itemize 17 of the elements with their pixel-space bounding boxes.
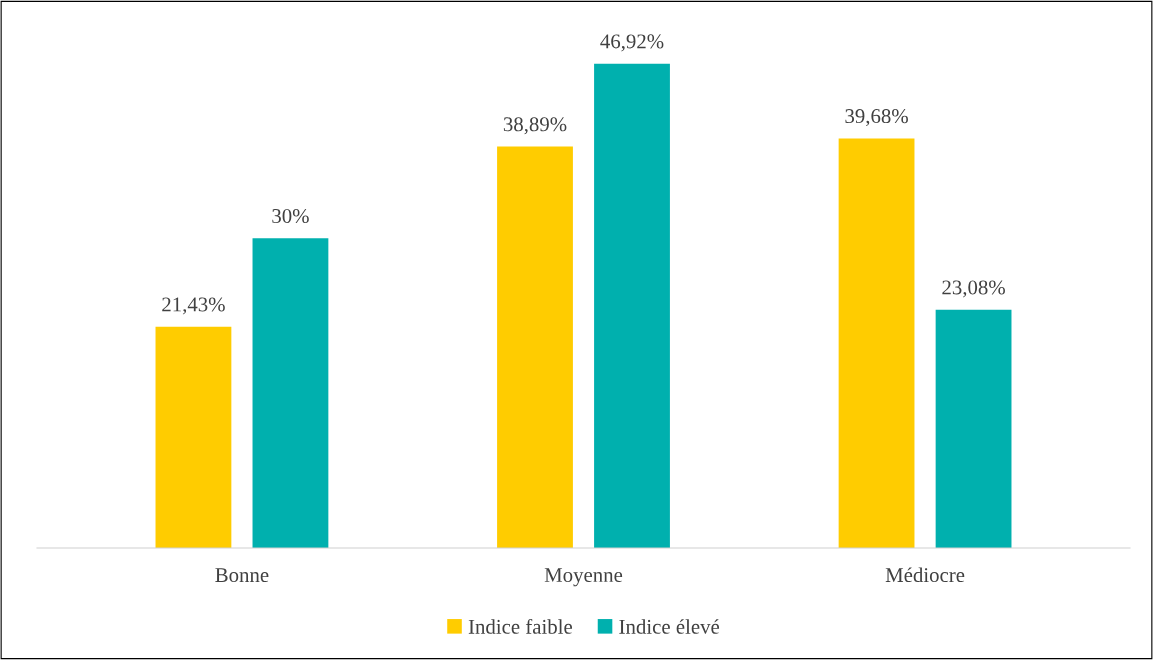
x-tick-label: Médiocre <box>885 567 965 583</box>
bar <box>838 138 915 548</box>
data-label: 38,89% <box>503 117 567 135</box>
bar <box>594 63 670 548</box>
data-label: 46,92% <box>600 34 664 52</box>
data-label: 30% <box>272 208 309 224</box>
bar <box>935 309 1012 548</box>
data-label: 21,43% <box>162 297 225 315</box>
legend-label: Indice faible <box>468 618 573 634</box>
data-label: 23,08% <box>942 280 1005 298</box>
bar <box>155 326 232 548</box>
x-tick-label: Moyenne <box>544 568 623 587</box>
data-label: 39,68% <box>845 109 908 127</box>
bar <box>497 146 573 548</box>
legend-label: Indice élevé <box>619 619 720 634</box>
x-tick-label: Bonne <box>215 568 269 583</box>
bar <box>252 238 329 548</box>
